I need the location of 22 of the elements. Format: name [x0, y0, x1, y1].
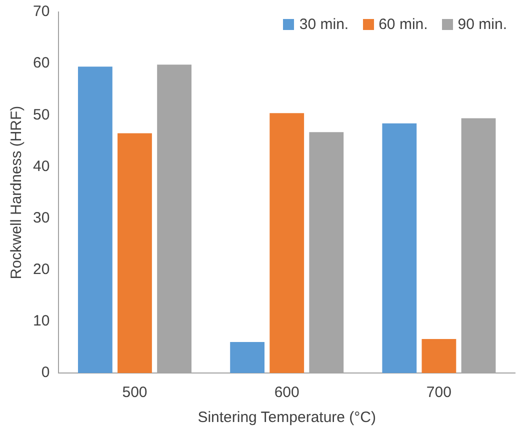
- y-tick-label: 0: [41, 364, 50, 382]
- y-tick-label: 30: [32, 209, 50, 226]
- x-tick-label: 500: [122, 384, 148, 402]
- y-tick-label: 60: [32, 54, 50, 72]
- legend-label: 90 min.: [458, 16, 507, 33]
- legend-label: 30 min.: [299, 16, 349, 33]
- x-tick-label: 600: [274, 384, 300, 402]
- x-axis-title: Sintering Temperature (°C): [198, 409, 376, 426]
- x-tick-label: 700: [426, 384, 452, 402]
- y-tick-label: 10: [32, 312, 50, 330]
- bar: [382, 123, 417, 373]
- bar: [270, 113, 304, 373]
- bar: [230, 342, 264, 373]
- legend-label: 60 min.: [378, 16, 428, 33]
- y-tick-label: 40: [32, 158, 50, 175]
- bar: [118, 133, 152, 373]
- y-tick-label: 50: [32, 106, 50, 124]
- bar: [78, 66, 112, 373]
- y-axis-title: Rockwell Hardness (HRF): [8, 106, 26, 280]
- y-tick-label: 20: [32, 261, 50, 278]
- bar: [422, 338, 456, 373]
- y-tick-label: 70: [32, 3, 50, 20]
